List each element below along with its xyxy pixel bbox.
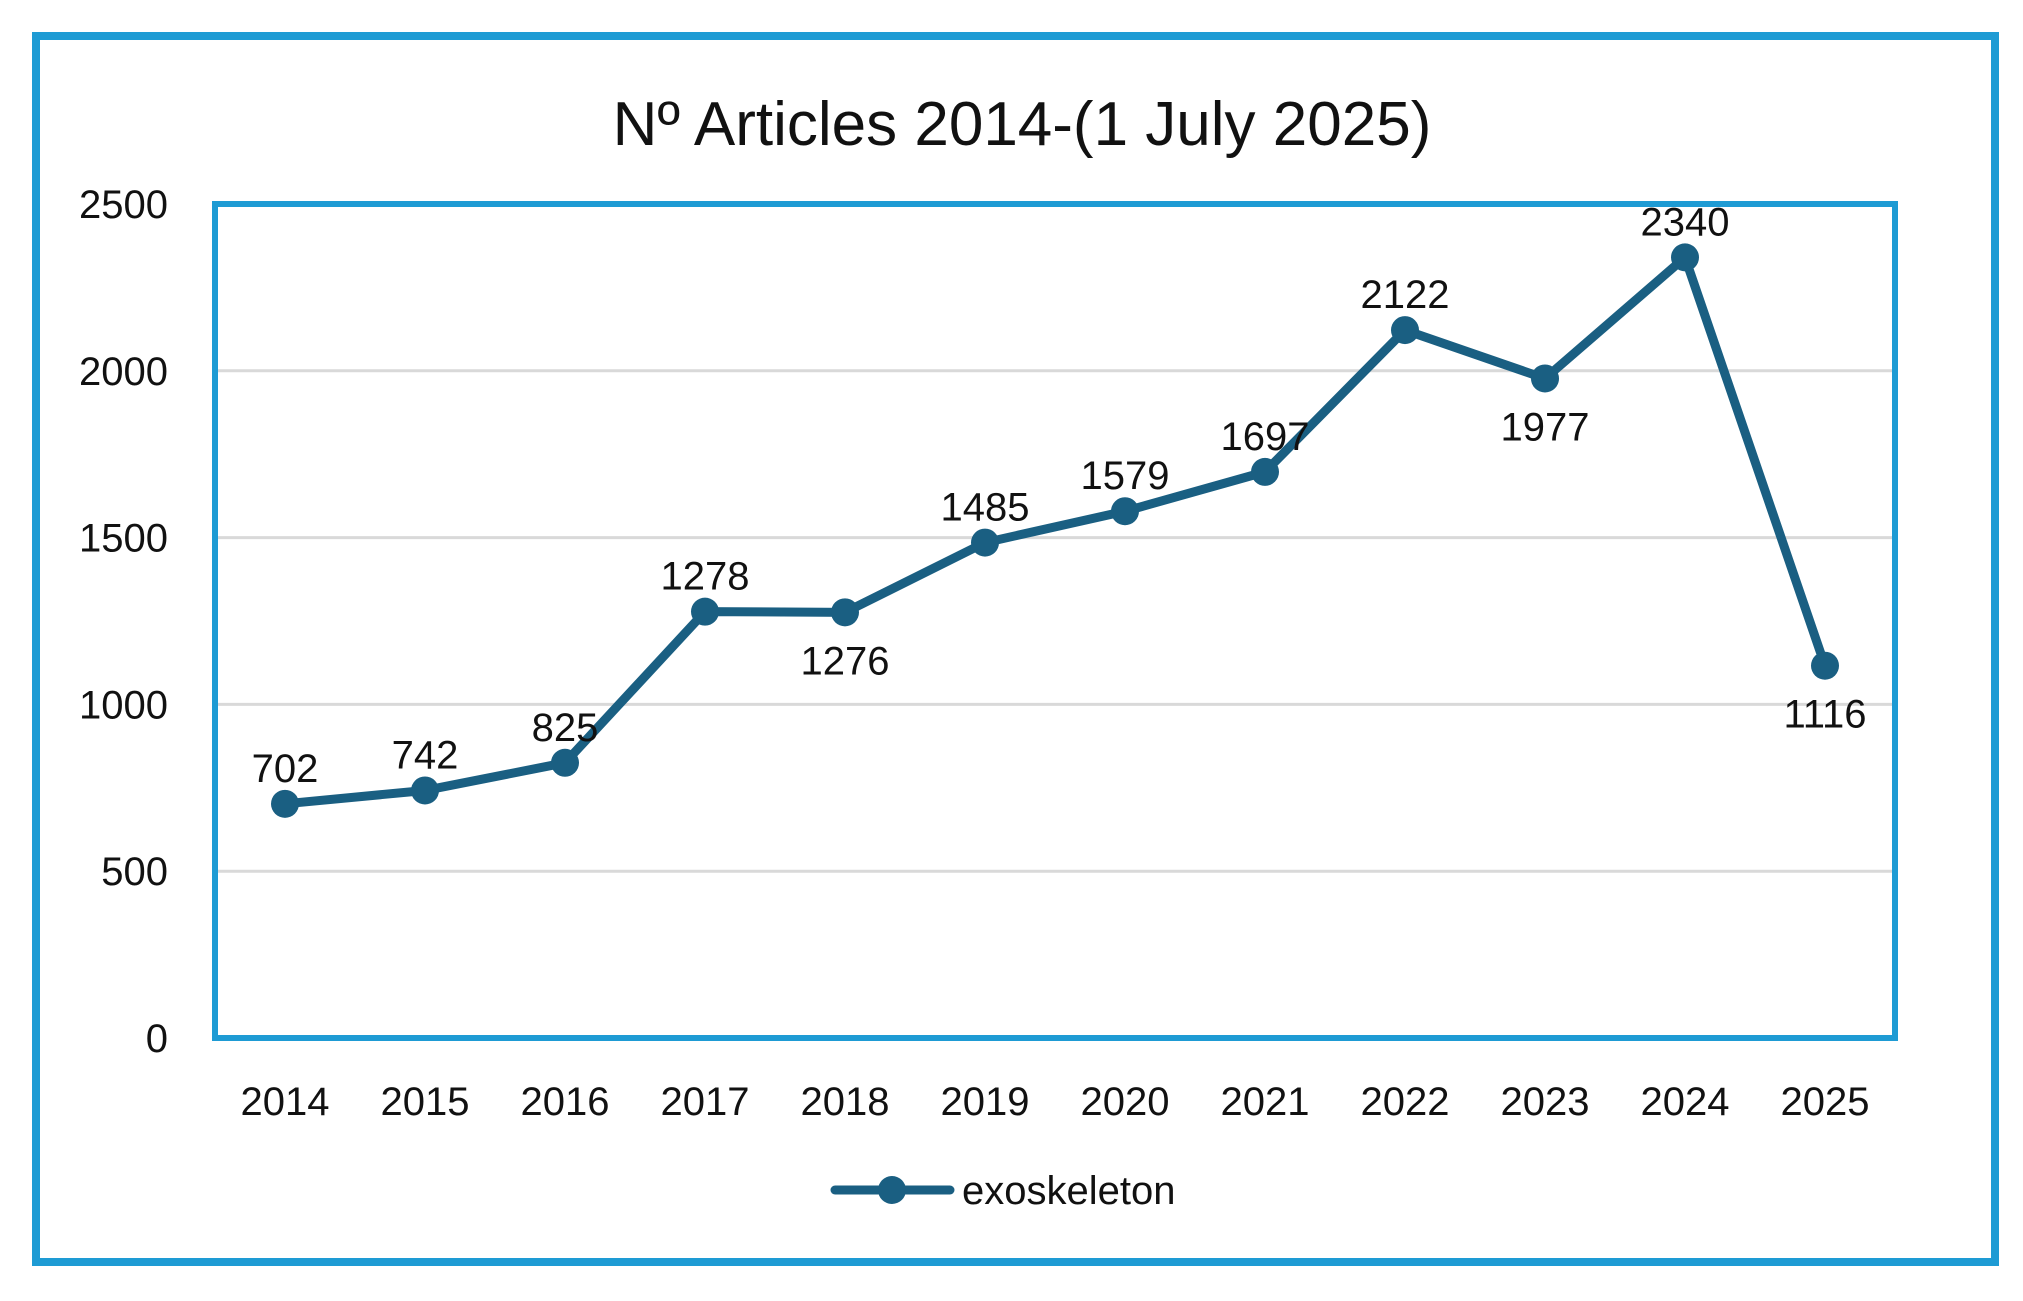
x-tick-label-2018: 2018: [801, 1080, 890, 1124]
data-label-2018: 1276: [801, 639, 890, 683]
data-point-2019: [971, 528, 999, 557]
data-point-2015: [411, 776, 439, 805]
x-tick-label-2024: 2024: [1641, 1080, 1730, 1124]
data-point-2014: [271, 789, 299, 818]
data-label-2024: 2340: [1641, 200, 1730, 244]
x-tick-label-2016: 2016: [521, 1080, 610, 1124]
data-label-2020: 1579: [1081, 454, 1170, 498]
gridlines: [215, 369, 1895, 873]
data-point-2016: [551, 748, 579, 777]
data-label-2016: 825: [532, 706, 599, 750]
y-tick-label-1500: 1500: [79, 517, 168, 561]
x-tick-label-2017: 2017: [661, 1080, 750, 1124]
y-tick-label-2500: 2500: [79, 183, 168, 227]
data-point-2022: [1391, 316, 1419, 345]
x-tick-label-2015: 2015: [381, 1080, 470, 1124]
legend: exoskeleton: [830, 1169, 1175, 1213]
data-point-2018: [831, 598, 859, 627]
data-point-2025: [1811, 651, 1839, 680]
y-tick-label-1000: 1000: [79, 683, 168, 727]
legend-label-exoskeleton: exoskeleton: [962, 1169, 1175, 1213]
series-exoskeleton: [271, 243, 1839, 818]
plot-area-border: [212, 201, 1898, 1041]
x-tick-label-2025: 2025: [1781, 1080, 1870, 1124]
data-label-2015: 742: [392, 733, 459, 777]
data-label-2019: 1485: [941, 486, 1030, 530]
y-tick-label-500: 500: [101, 850, 168, 894]
series-line-exoskeleton: [280, 252, 1830, 809]
x-tick-label-2021: 2021: [1221, 1080, 1310, 1124]
legend-marker-swatch: [878, 1176, 906, 1204]
data-label-2017: 1278: [661, 555, 750, 599]
data-point-2023: [1531, 364, 1559, 393]
x-tick-label-2019: 2019: [941, 1080, 1030, 1124]
data-label-2022: 2122: [1361, 273, 1450, 317]
x-tick-label-2014: 2014: [241, 1080, 330, 1124]
data-label-2025: 1116: [1783, 693, 1866, 737]
y-tick-label-0: 0: [146, 1017, 168, 1061]
data-label-2014: 702: [252, 747, 319, 791]
x-axis-ticks: 2014 2015 2016 2017 2018 2019 2020 2021 2022 2023…: [241, 1080, 1870, 1124]
data-label-2023: 1977: [1501, 405, 1590, 449]
x-tick-label-2023: 2023: [1501, 1080, 1590, 1124]
data-point-2024: [1671, 243, 1699, 272]
data-label-2021: 1697: [1221, 415, 1310, 459]
x-tick-label-2020: 2020: [1081, 1080, 1170, 1124]
data-point-2020: [1111, 497, 1139, 526]
x-tick-label-2022: 2022: [1361, 1080, 1450, 1124]
y-tick-label-2000: 2000: [79, 350, 168, 394]
chart-title: Nº Articles 2014-(1 July 2025): [613, 90, 1432, 159]
data-point-2017: [691, 597, 719, 626]
chart-frame: [32, 32, 1999, 1266]
data-point-2021: [1251, 457, 1279, 486]
y-axis-ticks: 0 500 1000 1500 2000 2500: [79, 183, 168, 1061]
data-labels: 702 742 825 1278 1276 1485 1579 1697 2122 1977 234…: [252, 200, 1867, 790]
